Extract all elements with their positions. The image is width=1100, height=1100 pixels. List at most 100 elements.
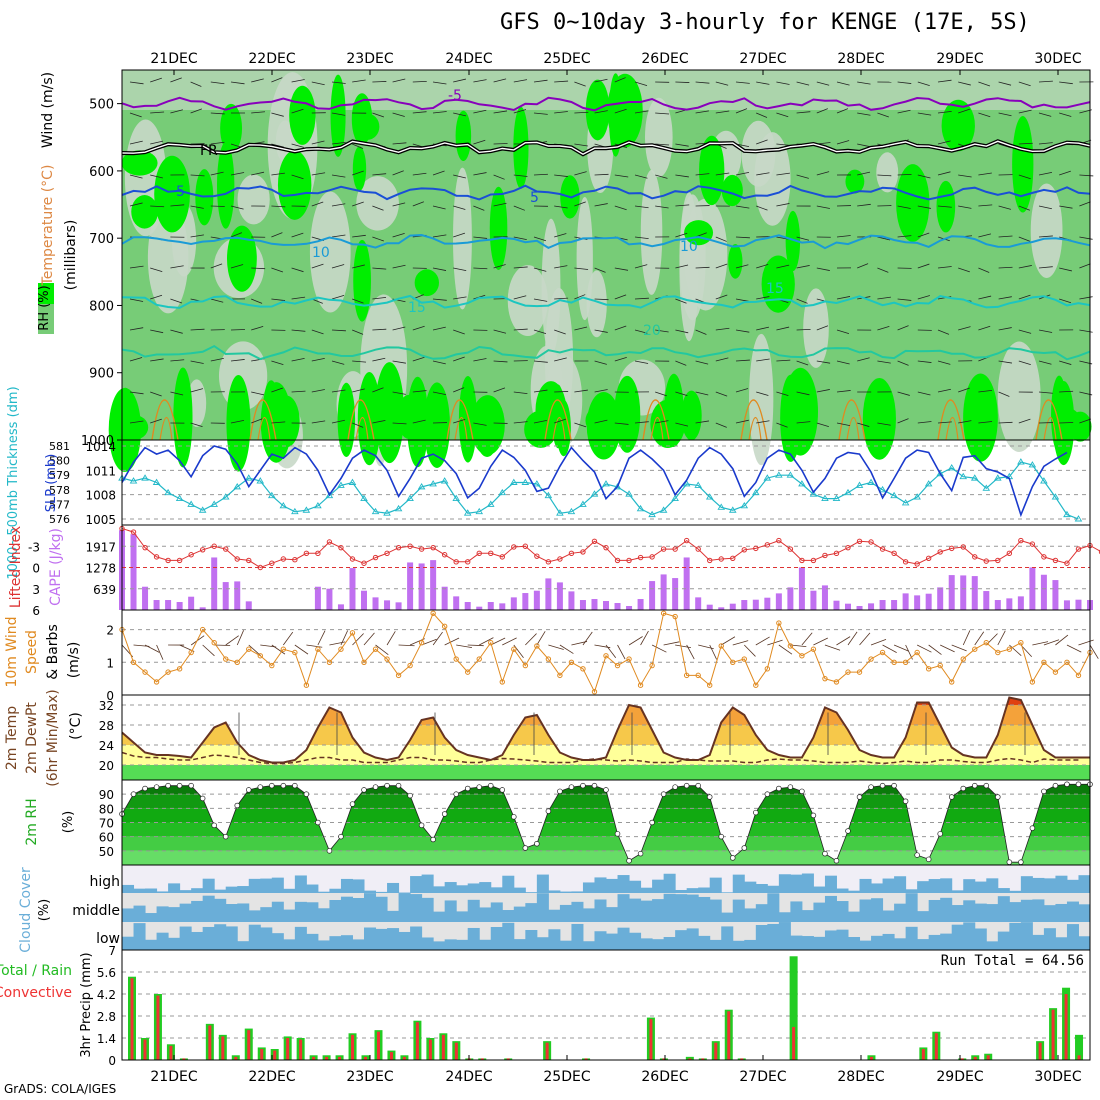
cloud-cell [525, 930, 538, 950]
cloud-cell [1043, 905, 1056, 922]
wind-barb [897, 418, 909, 424]
rh-moist-patch [352, 146, 367, 191]
cloud-cell [778, 922, 791, 950]
wind-barb [735, 329, 750, 333]
wind-barb [655, 329, 669, 333]
cape-bar [971, 576, 978, 610]
orange-contour [846, 417, 860, 441]
wind-barb [1059, 170, 1071, 176]
wind-barb [634, 297, 649, 300]
cloud-cell [1032, 899, 1045, 922]
wind-barb [493, 360, 508, 363]
cloud-cell [790, 935, 803, 950]
rh-moist-patch [585, 404, 621, 437]
precip-convective-bar [714, 1042, 718, 1060]
rh-tick-label: 90 [99, 788, 114, 802]
wind-barb [190, 205, 204, 209]
thickness-marker [786, 471, 795, 478]
wind-barb [291, 79, 305, 83]
wind-barb [796, 174, 809, 179]
rh-marker [1006, 859, 1013, 865]
wind10-barb [974, 631, 985, 646]
wind-barb [756, 326, 770, 331]
cape-bar [1063, 600, 1070, 610]
wind-barb [715, 263, 728, 269]
isotherm-label: 5 [176, 184, 185, 200]
cloud-cell [882, 910, 895, 922]
wind10-marker [764, 666, 771, 672]
rh-marker [649, 819, 655, 826]
lifted-index-marker [407, 543, 413, 549]
wind-barb [917, 205, 932, 209]
wind10-barb [628, 636, 643, 646]
wind10-marker [165, 669, 171, 675]
wind-barb [574, 111, 589, 114]
wind-barb [311, 81, 325, 86]
cloud-cell [306, 933, 319, 950]
cape-bar [395, 602, 402, 610]
cape-bar [130, 534, 137, 610]
wind-barb [372, 236, 384, 242]
isotherm-label: 15 [408, 300, 426, 316]
lifted-index-marker [799, 557, 805, 564]
rh-marker [441, 811, 448, 817]
cloud-cell [502, 910, 515, 922]
wind-barb [392, 360, 406, 364]
wind-barb [352, 388, 365, 393]
wind10-marker [199, 626, 206, 633]
thickness-tick-label: 578 [49, 484, 70, 497]
cloud-cell [824, 895, 837, 922]
wind10-barb [940, 644, 955, 653]
temp-tick-label: 32 [99, 699, 114, 713]
wind-barb [352, 201, 364, 207]
wind-barb [776, 359, 791, 362]
rh-moist-patch [330, 74, 346, 157]
wind-barb [877, 422, 891, 426]
cloud-cell [467, 883, 480, 893]
wind-barb [311, 172, 326, 176]
cloud-cell [536, 893, 549, 922]
cloud-cell [686, 888, 699, 893]
lifted-index-marker [257, 564, 263, 571]
wind-barb [695, 266, 710, 269]
wind-barb [897, 205, 911, 209]
wind-barb [816, 422, 829, 427]
wind-barb [150, 174, 163, 179]
cloud-cell [571, 901, 584, 922]
date-label-bottom: 30DEC [1034, 1069, 1081, 1085]
lifted-index-marker [372, 554, 379, 561]
cape-bar [441, 586, 448, 610]
wind10-barb [144, 644, 160, 653]
wind10-marker [891, 659, 897, 666]
wind-barb [857, 357, 870, 362]
rh-moist-patch [220, 103, 243, 153]
wind-barb [129, 357, 143, 362]
cloud-cell [168, 907, 181, 922]
wind-barb [352, 329, 364, 335]
lifted-index-marker [822, 552, 828, 559]
wind-barb [129, 298, 144, 302]
cloud-cell [1009, 890, 1022, 893]
wind10-marker [856, 669, 863, 675]
cloud-cell [179, 926, 192, 950]
cape-tick-label: 1917 [85, 540, 116, 554]
precip-tick-label: 5.6 [97, 966, 116, 980]
cape-bar [314, 586, 321, 610]
date-label-bottom: 27DEC [739, 1069, 786, 1085]
wind10-marker [188, 649, 194, 656]
wind-barb [554, 174, 568, 177]
rh-marker [142, 785, 148, 792]
precip-convective-bar [208, 1025, 212, 1060]
precip-convective-bar [792, 1027, 796, 1060]
wind-barb [937, 171, 951, 176]
wind-barb [513, 236, 527, 241]
wind-barb [291, 329, 306, 332]
wind-barb [816, 360, 831, 364]
rh-dry-patch [749, 333, 774, 466]
cloud-cell [156, 932, 169, 950]
cape-bar [326, 588, 333, 610]
wind-barb [897, 81, 912, 84]
wind-barb [473, 205, 485, 211]
wind-barb [412, 111, 427, 114]
wind-barb [998, 391, 1010, 397]
